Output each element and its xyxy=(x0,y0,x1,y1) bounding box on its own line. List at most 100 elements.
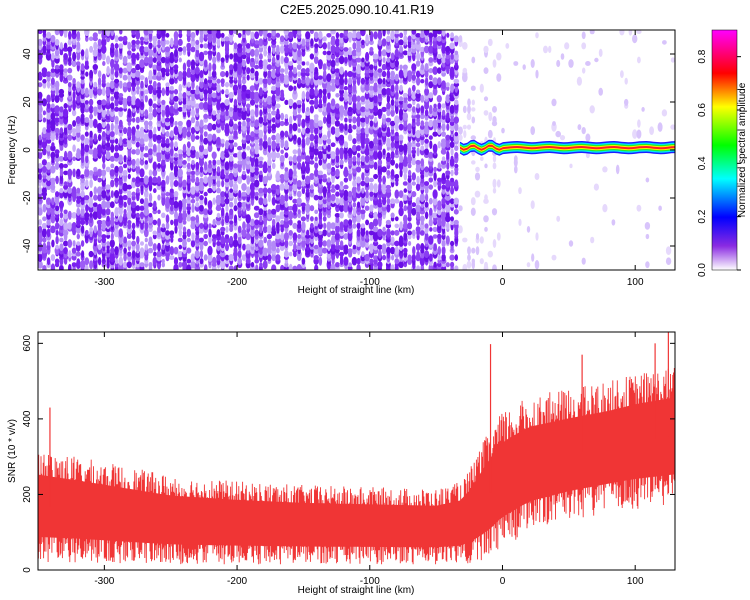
heatmap-cell xyxy=(81,250,85,258)
heatmap-cell xyxy=(492,187,497,194)
heatmap-cell xyxy=(322,240,328,247)
heatmap-cell xyxy=(245,30,251,36)
heatmap-cell xyxy=(453,209,459,215)
heatmap-cell xyxy=(72,98,76,107)
heatmap-cell xyxy=(41,67,48,74)
heatmap-cell xyxy=(50,34,56,43)
heatmap-cell xyxy=(470,85,476,91)
heatmap-cell xyxy=(135,164,141,174)
heatmap-cell xyxy=(492,178,497,189)
heatmap-cell xyxy=(258,197,264,206)
heatmap-cell xyxy=(237,121,242,126)
heatmap-cell xyxy=(368,159,375,165)
heatmap-cell xyxy=(38,38,43,46)
heatmap-cell xyxy=(266,239,272,248)
heatmap-cell xyxy=(41,165,47,173)
heatmap-cell xyxy=(233,142,238,148)
heatmap-cell xyxy=(369,50,374,56)
y-tick-label: -40 xyxy=(22,238,33,253)
heatmap-cell xyxy=(406,70,413,78)
heatmap-cell xyxy=(402,64,408,70)
heatmap-cell xyxy=(212,133,217,142)
heatmap-cell xyxy=(335,68,340,73)
heatmap-cell xyxy=(415,129,421,139)
y-tick-label: 200 xyxy=(22,486,33,503)
heatmap-cell xyxy=(50,119,56,128)
heatmap-cell xyxy=(411,229,416,237)
heatmap-cell xyxy=(292,67,297,75)
heatmap-cell xyxy=(225,88,229,95)
heatmap-cell xyxy=(71,212,77,219)
heatmap-cell xyxy=(292,154,297,164)
heatmap-cell xyxy=(463,130,467,139)
heatmap-cell xyxy=(110,122,114,132)
heatmap-cell xyxy=(147,148,154,156)
heatmap-cell xyxy=(152,75,158,80)
heatmap-cell xyxy=(446,123,450,131)
heatmap-cell xyxy=(241,138,247,144)
heatmap-cell xyxy=(300,71,307,77)
heatmap-cell xyxy=(106,215,110,222)
heatmap-cell xyxy=(118,96,124,102)
heatmap-cell xyxy=(203,233,208,240)
heatmap-cell xyxy=(105,166,111,173)
heatmap-cell xyxy=(284,238,289,249)
heatmap-cell xyxy=(526,262,531,268)
heatmap-cell xyxy=(344,117,348,123)
heatmap-cell xyxy=(535,232,539,241)
heatmap-cell xyxy=(195,39,200,46)
heatmap-cell xyxy=(347,70,353,78)
heatmap-cell xyxy=(365,34,369,44)
heatmap-cell xyxy=(420,174,425,179)
heatmap-cell xyxy=(199,177,204,183)
heatmap-cell xyxy=(127,108,132,118)
heatmap-cell xyxy=(143,120,149,127)
heatmap-cell xyxy=(102,131,106,138)
heatmap-cell xyxy=(101,52,106,61)
heatmap-cell xyxy=(42,242,47,252)
heatmap-cell xyxy=(216,159,221,166)
heatmap-cell xyxy=(186,99,192,106)
heatmap-cell xyxy=(64,181,68,186)
heatmap-cell xyxy=(407,222,413,230)
heatmap-cell xyxy=(42,148,47,156)
heatmap-cell xyxy=(297,77,302,85)
heatmap-cell xyxy=(190,31,196,39)
heatmap-cell xyxy=(407,215,412,222)
heatmap-cell xyxy=(126,203,132,213)
heatmap-cell xyxy=(276,108,280,118)
heatmap-cell xyxy=(314,126,319,135)
heatmap-cell xyxy=(63,126,68,135)
heatmap-cell xyxy=(386,246,391,255)
heatmap-cell xyxy=(492,59,497,68)
heatmap-cell xyxy=(343,47,349,52)
heatmap-cell xyxy=(85,264,89,270)
heatmap-cell xyxy=(156,250,162,258)
heatmap-cell xyxy=(237,87,242,97)
heatmap-cell xyxy=(293,85,297,91)
heatmap-cell xyxy=(161,258,165,264)
heatmap-cell xyxy=(334,127,340,134)
heatmap-cell xyxy=(233,163,238,169)
heatmap-cell xyxy=(416,89,421,95)
heatmap-cell xyxy=(467,98,471,107)
heatmap-cell xyxy=(437,162,441,170)
heatmap-cell xyxy=(80,101,86,111)
heatmap-cell xyxy=(450,32,454,39)
heatmap-cell xyxy=(310,222,314,229)
heatmap-cell xyxy=(241,183,247,192)
heatmap-cell xyxy=(59,243,64,252)
heatmap-cell xyxy=(373,144,379,152)
heatmap-cell xyxy=(84,229,89,236)
heatmap-cell xyxy=(279,174,285,179)
heatmap-cell xyxy=(38,260,43,269)
heatmap-cell xyxy=(85,154,89,164)
heatmap-cell xyxy=(407,49,413,57)
heatmap-cell xyxy=(403,247,408,254)
heatmap-cell xyxy=(288,205,294,211)
heatmap-cell xyxy=(335,32,340,39)
heatmap-cell xyxy=(42,127,47,135)
heatmap-cell xyxy=(156,134,162,141)
heatmap-cell xyxy=(181,198,188,205)
